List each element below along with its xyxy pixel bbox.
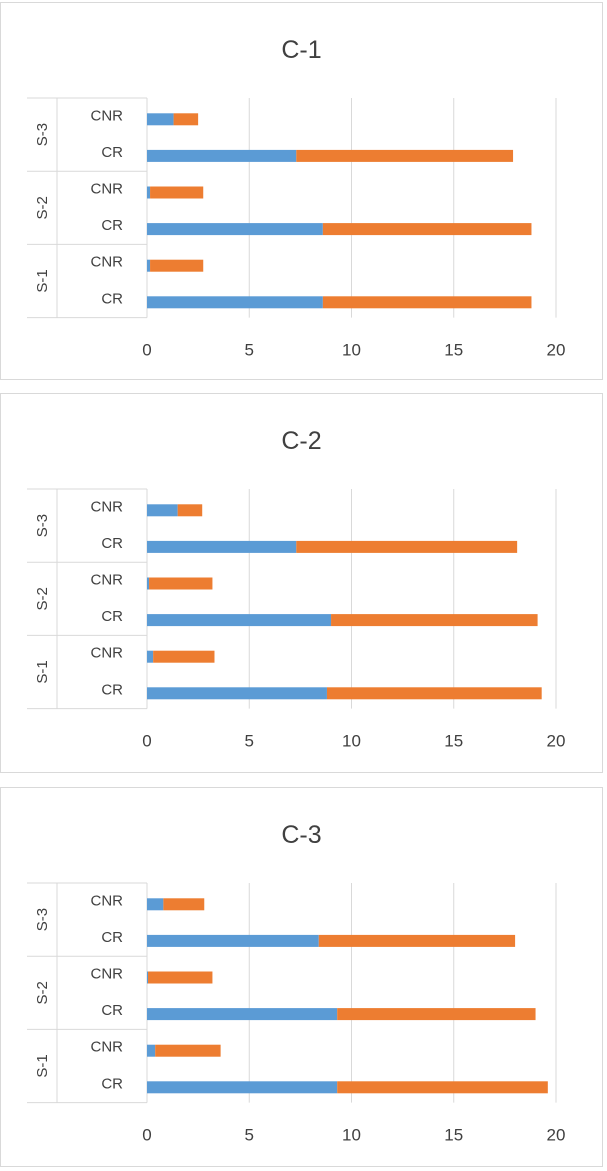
bar-series-2 <box>318 934 516 947</box>
bar-series-1 <box>147 296 323 309</box>
chart-c-3: C-3 S-3 S-2 S-1 CNR CR CNR CR CNR CR 0 5 10 15 20 <box>27 821 566 1145</box>
bar-series-2 <box>153 650 215 663</box>
group-label: S-3 <box>34 514 51 537</box>
category-label: CNR <box>91 180 124 197</box>
x-tick-label: 5 <box>245 1126 254 1145</box>
bar-series-1 <box>147 577 150 590</box>
bar-series-1 <box>147 687 327 700</box>
chart-title: C-2 <box>281 427 321 455</box>
group-label: S-1 <box>34 269 51 292</box>
x-tick-label: 20 <box>547 732 566 751</box>
bar-series-2 <box>296 540 518 553</box>
chart-panel-3: C-3 S-3 S-2 S-1 CNR CR CNR CR CNR CR 0 5 10 15 20 <box>0 787 603 1167</box>
x-tick-label: 0 <box>142 732 151 751</box>
bar-series-2 <box>322 296 532 309</box>
group-label: S-2 <box>34 587 51 610</box>
bar-series-1 <box>147 223 323 236</box>
bar-series-1 <box>147 504 178 517</box>
bar-series-1 <box>147 898 164 911</box>
category-label: CNR <box>91 965 124 982</box>
bar-series-2 <box>337 1008 536 1021</box>
category-label: CR <box>101 535 123 552</box>
x-tick-label: 5 <box>245 732 254 751</box>
category-label: CR <box>101 217 123 234</box>
chart-title: C-1 <box>281 36 321 64</box>
bar-series-1 <box>147 186 151 199</box>
bar-series-1 <box>147 540 297 553</box>
category-label: CNR <box>91 254 124 271</box>
category-label: CNR <box>91 892 124 909</box>
bar-series-1 <box>147 934 319 947</box>
x-tick-label: 15 <box>444 732 463 751</box>
bar-series-2 <box>337 1081 548 1094</box>
category-label: CR <box>101 929 123 946</box>
category-label: CNR <box>91 1039 124 1056</box>
category-label: CR <box>101 290 123 307</box>
category-label: CR <box>101 681 123 698</box>
bar-series-1 <box>147 149 297 162</box>
bar-series-2 <box>163 898 205 911</box>
category-label: CNR <box>91 107 124 124</box>
x-tick-label: 20 <box>547 341 566 360</box>
group-label: S-1 <box>34 660 51 683</box>
bar-series-2 <box>331 614 538 627</box>
chart-title: C-3 <box>281 821 321 849</box>
bar-series-2 <box>296 149 514 162</box>
x-tick-label: 0 <box>142 1126 151 1145</box>
bar-series-2 <box>149 577 213 590</box>
chart-c-1: C-1 S-3 S-2 S-1 CNR CR CNR CR CNR CR 0 5 10 15 20 <box>27 36 566 360</box>
x-tick-label: 20 <box>547 1126 566 1145</box>
bar-series-2 <box>326 687 542 700</box>
group-label: S-3 <box>34 123 51 146</box>
bar-series-2 <box>150 259 204 272</box>
x-tick-label: 10 <box>342 732 361 751</box>
chart-panel-1: C-1 S-3 S-2 S-1 CNR CR CNR CR CNR CR 0 5 10 15 20 <box>0 2 603 380</box>
bar-series-1 <box>147 113 174 126</box>
category-label: CR <box>101 1075 123 1092</box>
bar-series-1 <box>147 1081 338 1094</box>
x-tick-label: 10 <box>342 1126 361 1145</box>
bar-series-2 <box>148 971 213 984</box>
bar-series-1 <box>147 259 151 272</box>
bar-series-1 <box>147 1008 338 1021</box>
group-label: S-2 <box>34 196 51 219</box>
bar-series-1 <box>147 1044 156 1057</box>
bar-series-2 <box>173 113 199 126</box>
bar-series-2 <box>150 186 204 199</box>
x-tick-label: 10 <box>342 341 361 360</box>
category-label: CNR <box>91 571 124 588</box>
chart-panel-2: C-2 S-3 S-2 S-1 CNR CR CNR CR CNR CR 0 5 10 15 20 <box>0 393 603 773</box>
x-tick-label: 15 <box>444 341 463 360</box>
category-label: CR <box>101 1002 123 1019</box>
x-tick-label: 15 <box>444 1126 463 1145</box>
bar-series-2 <box>177 504 203 517</box>
chart-c-2: C-2 S-3 S-2 S-1 CNR CR CNR CR CNR CR 0 5 10 15 20 <box>27 427 566 751</box>
bar-series-1 <box>147 971 149 984</box>
bar-series-1 <box>147 650 154 663</box>
category-label: CR <box>101 144 123 161</box>
category-label: CR <box>101 608 123 625</box>
x-tick-label: 0 <box>142 341 151 360</box>
bar-series-1 <box>147 614 332 627</box>
bar-series-2 <box>322 223 532 236</box>
group-label: S-3 <box>34 908 51 931</box>
category-label: CNR <box>91 498 124 515</box>
category-label: CNR <box>91 645 124 662</box>
group-label: S-2 <box>34 981 51 1004</box>
group-label: S-1 <box>34 1054 51 1077</box>
bar-series-2 <box>155 1044 221 1057</box>
x-tick-label: 5 <box>245 341 254 360</box>
